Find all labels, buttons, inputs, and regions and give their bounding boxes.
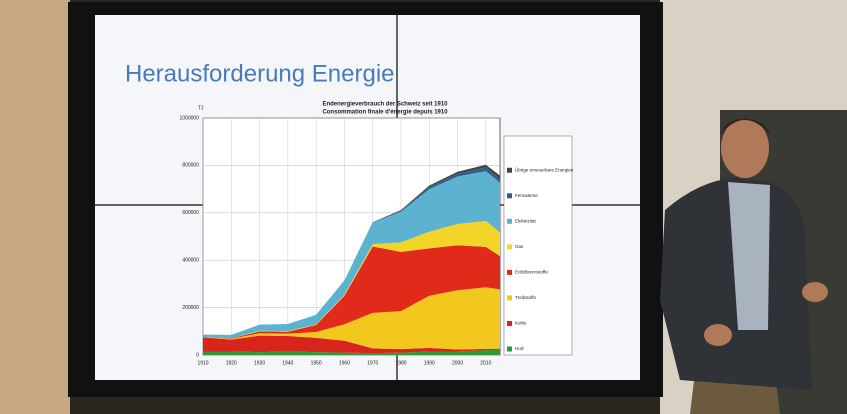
chart-subtitle: Consommation finale d'énergie depuis 191… — [322, 110, 448, 116]
x-tick-label: 2000 — [452, 360, 463, 366]
y-tick-label: 1000000 — [180, 115, 200, 121]
y-tick-label: 800000 — [182, 163, 199, 169]
x-tick-label: 1940 — [282, 360, 293, 366]
legend-swatch — [507, 168, 512, 173]
legend-swatch — [507, 321, 512, 326]
head — [721, 118, 769, 178]
hand — [704, 324, 732, 346]
legend-swatch — [507, 347, 512, 352]
y-tick-label: 0 — [196, 352, 199, 358]
legend-label: Übrige erneuerbare Energien — [515, 166, 574, 172]
x-tick-label: 1910 — [197, 360, 208, 366]
legend-label: Elektrizität — [515, 219, 537, 224]
legend-label: Holz — [515, 346, 525, 351]
y-tick-label: 200000 — [182, 305, 199, 311]
legend-label: Gas — [515, 244, 524, 249]
legend-swatch — [507, 295, 512, 300]
legend-label: Kohle — [515, 321, 527, 326]
legend-swatch — [507, 193, 512, 198]
x-tick-label: 1980 — [395, 360, 406, 366]
chart-title: Endenergieverbrauch der Schweiz seit 191… — [322, 102, 448, 108]
chart: 0 200000 400000 600000 800000 1000000 1910 1920… — [180, 115, 574, 366]
hand — [802, 282, 828, 302]
x-tick-label: 1960 — [339, 360, 350, 366]
wall-left — [0, 0, 70, 414]
legend-swatch — [507, 270, 512, 275]
legend-label: Erdölbrennstoffe — [515, 270, 548, 275]
y-tick-label: 600000 — [182, 210, 199, 216]
x-tick-label: 2010 — [480, 360, 491, 366]
y-tick-label: 400000 — [182, 258, 199, 264]
x-tick-label: 1930 — [254, 360, 265, 366]
x-tick-label: 1970 — [367, 360, 378, 366]
photo: Herausforderung Energie Endenergieverbra… — [0, 0, 847, 414]
x-tick-label: 1920 — [226, 360, 237, 366]
legend-swatch — [507, 219, 512, 224]
legend-swatch — [507, 244, 512, 249]
legend-label: Treibstoffe — [515, 295, 537, 300]
slide-title: Herausforderung Energie — [125, 60, 395, 87]
y-axis-label: TJ — [198, 105, 204, 111]
x-tick-label: 1990 — [424, 360, 435, 366]
x-tick-label: 1950 — [311, 360, 322, 366]
legend-label: Fernwärme — [515, 193, 538, 198]
